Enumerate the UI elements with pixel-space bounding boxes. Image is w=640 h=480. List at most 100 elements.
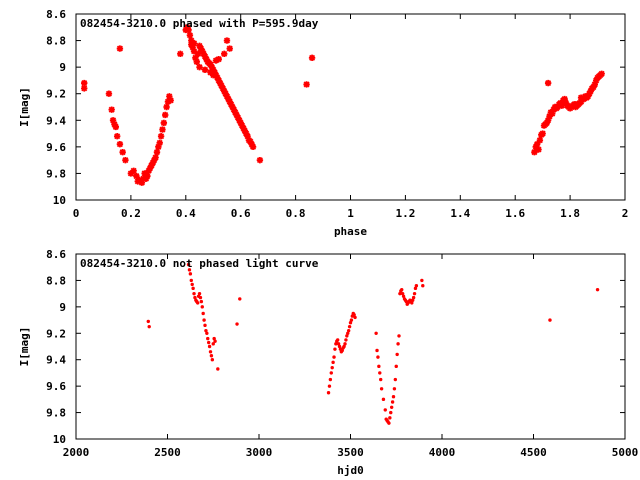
x-tick-label: 0.2 <box>121 207 141 220</box>
y-tick-label: 9.8 <box>46 407 66 420</box>
data-point <box>199 48 206 55</box>
data-point <box>210 71 217 79</box>
x-tick-label: 1.8 <box>560 207 580 220</box>
data-point <box>201 311 205 316</box>
data-point <box>200 50 207 58</box>
data-point <box>238 297 242 301</box>
data-point <box>185 26 192 34</box>
data-point <box>393 377 398 382</box>
data-point <box>116 45 124 52</box>
data-point <box>187 268 192 272</box>
plot-frame <box>75 13 626 201</box>
data-point <box>535 146 542 153</box>
data-point <box>155 143 162 151</box>
data-point <box>162 111 169 119</box>
data-point <box>153 148 161 156</box>
data-point <box>412 291 417 296</box>
data-point <box>196 63 203 71</box>
data-point <box>227 101 235 108</box>
data-point <box>215 55 222 63</box>
data-point <box>188 37 195 44</box>
data-point <box>234 114 242 121</box>
data-point <box>218 82 225 89</box>
data-point <box>221 50 228 58</box>
data-point <box>546 113 553 120</box>
data-point <box>237 119 244 127</box>
data-point <box>199 299 204 304</box>
data-point <box>586 90 593 97</box>
data-point <box>558 102 566 109</box>
data-point <box>592 77 600 84</box>
data-point <box>188 41 195 48</box>
data-point <box>189 278 193 283</box>
data-point <box>222 90 229 97</box>
data-point <box>112 123 120 131</box>
data-point <box>411 298 415 302</box>
data-point <box>193 58 200 66</box>
data-point <box>232 109 239 116</box>
data-point <box>388 416 392 420</box>
data-point <box>347 324 352 329</box>
data-point <box>375 348 379 353</box>
data-point <box>151 156 158 164</box>
y-tick-label: 9.4 <box>46 114 66 127</box>
data-point <box>190 48 198 55</box>
data-point <box>164 98 172 105</box>
data-point <box>189 44 196 51</box>
data-point <box>149 159 157 166</box>
data-point <box>215 77 222 84</box>
data-point <box>390 400 395 404</box>
data-point <box>353 315 357 320</box>
data-point <box>413 286 418 291</box>
data-point <box>554 103 561 111</box>
data-point <box>113 133 121 140</box>
data-point <box>352 313 356 317</box>
y-tick-label: 8.6 <box>46 8 66 21</box>
data-point <box>235 322 239 326</box>
data-point <box>160 119 168 127</box>
data-point <box>108 106 115 113</box>
data-point <box>329 371 333 375</box>
data-point <box>378 371 382 375</box>
data-point <box>145 167 152 174</box>
data-point <box>210 66 217 73</box>
x-tick-label: 0.6 <box>231 207 251 220</box>
data-point <box>210 358 215 362</box>
data-point <box>166 93 173 100</box>
data-point <box>207 69 214 76</box>
data-point <box>326 391 331 395</box>
x-tick-label: 4000 <box>429 446 456 459</box>
data-point <box>122 156 129 164</box>
data-point <box>216 367 220 371</box>
data-point <box>400 287 404 292</box>
data-point <box>244 133 251 140</box>
data-point <box>543 119 550 127</box>
data-point <box>146 319 150 324</box>
data-point <box>342 344 346 349</box>
data-point <box>167 97 174 104</box>
data-point <box>400 291 405 296</box>
data-point <box>219 85 227 92</box>
data-point <box>248 141 255 148</box>
data-point <box>247 138 254 145</box>
data-point <box>383 408 387 412</box>
data-point <box>105 90 113 97</box>
data-point <box>192 291 196 296</box>
data-point <box>186 32 194 39</box>
data-point <box>411 295 416 300</box>
x-tick-label: 3000 <box>246 446 273 459</box>
data-point <box>212 336 216 341</box>
data-point <box>332 355 336 359</box>
data-point <box>421 284 425 288</box>
data-point <box>177 50 184 58</box>
data-point <box>544 79 552 87</box>
data-point <box>562 99 570 107</box>
x-tick-label: 0 <box>73 207 80 220</box>
data-point <box>337 344 342 349</box>
data-point <box>201 66 209 73</box>
data-point <box>330 365 334 370</box>
data-point <box>533 141 541 148</box>
y-tick-label: 9.6 <box>46 141 66 154</box>
data-point <box>590 83 597 91</box>
data-point <box>327 384 332 388</box>
